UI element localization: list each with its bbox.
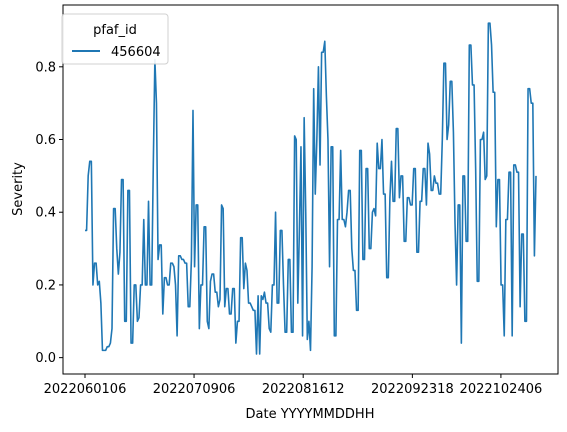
legend-entry-label: 456604	[111, 45, 161, 60]
series-line-456604	[85, 22, 537, 355]
x-tick-label: 2022070906	[153, 382, 236, 397]
legend-title: pfaf_id	[93, 23, 137, 38]
y-tick-label: 0.2	[35, 278, 56, 293]
y-tick-label: 0.0	[35, 351, 56, 366]
y-tick-label: 0.4	[35, 206, 56, 221]
x-axis-label: Date YYYYMMDDHH	[246, 407, 375, 422]
x-tick-label: 2022060106	[44, 382, 127, 397]
legend: pfaf_id 456604	[61, 13, 169, 65]
y-tick-label: 0.8	[35, 60, 56, 75]
series-group	[85, 22, 537, 355]
x-tick-label: 2022081612	[262, 382, 345, 397]
y-axis-label: Severity	[11, 162, 26, 216]
plot-frame	[62, 4, 559, 375]
x-axis-ticks: 2022060106 2022070906 2022081612 2022092318…	[44, 374, 543, 397]
x-tick-label: 2022092318	[371, 382, 454, 397]
y-tick-label: 0.6	[35, 133, 56, 148]
x-tick-label: 2022102406	[460, 382, 543, 397]
y-axis-ticks: 0.0 0.2 0.4 0.6 0.8	[35, 60, 63, 366]
